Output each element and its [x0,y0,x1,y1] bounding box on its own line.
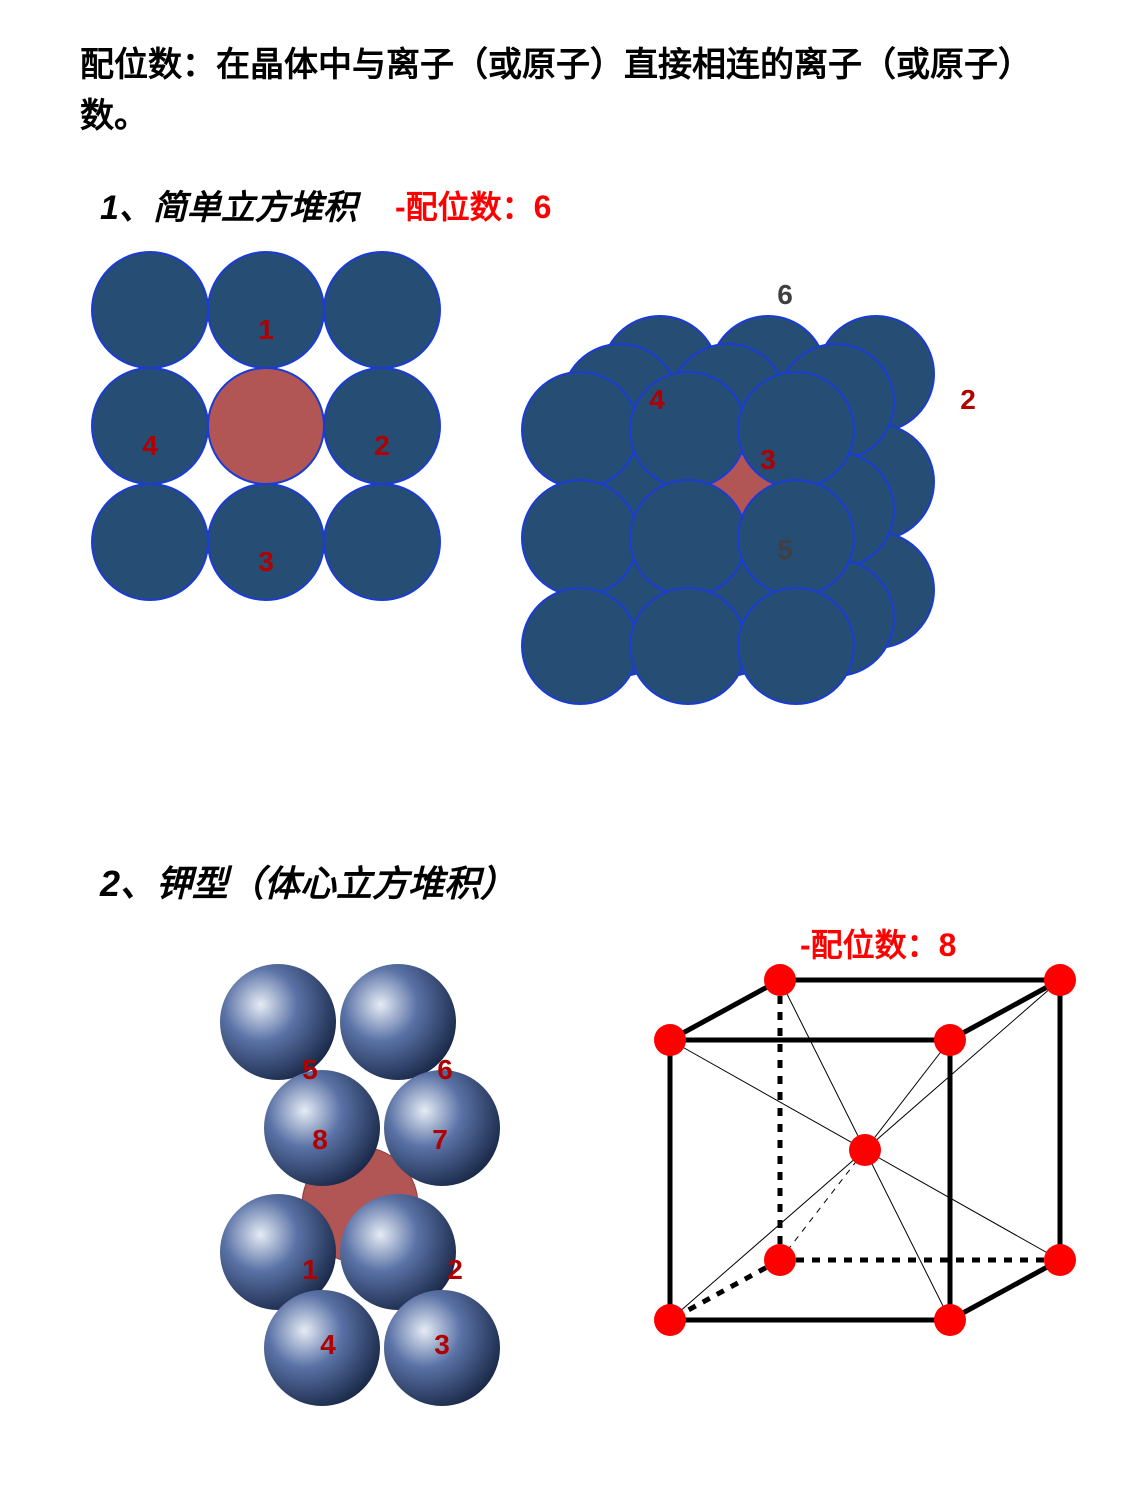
bcc-wireframe-diagram [0,0,1125,1500]
